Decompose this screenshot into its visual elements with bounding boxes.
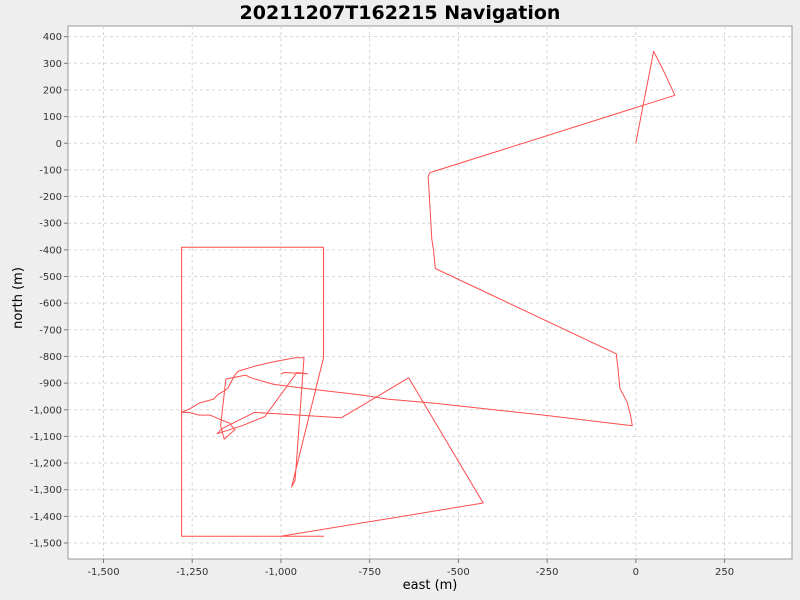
y-tick-label: 400	[43, 32, 62, 43]
x-axis-label: east (m)	[403, 578, 458, 593]
x-tick-label: -1,500	[87, 567, 119, 578]
x-tick-label: -750	[358, 567, 381, 578]
y-tick-label: 100	[43, 112, 62, 123]
plot-area	[67, 25, 793, 560]
y-tick-label: -800	[39, 352, 62, 363]
x-tick-label: -500	[447, 567, 470, 578]
x-tick-label: 0	[633, 567, 639, 578]
chart-title: 20211207T162215 Navigation	[240, 2, 561, 24]
y-tick-label: -1,300	[30, 485, 62, 496]
y-tick-label: -1,000	[30, 405, 62, 416]
y-tick-label: -700	[39, 325, 62, 336]
y-tick-label: 300	[43, 59, 62, 70]
grid-lines	[68, 26, 792, 559]
x-tick-label: 250	[715, 567, 734, 578]
y-tick-label: -600	[39, 299, 62, 310]
y-tick-label: -100	[39, 165, 62, 176]
y-tick-label: -300	[39, 219, 62, 230]
series-layer	[181, 50, 676, 537]
y-axis-label: north (m)	[11, 267, 26, 329]
y-tick-label: -1,400	[30, 512, 62, 523]
y-tick-label: 200	[43, 85, 62, 96]
y-tick-label: -500	[39, 272, 62, 283]
y-tick-label: -900	[39, 379, 62, 390]
y-tick-label: -1,500	[30, 539, 62, 550]
y-tick-label: -400	[39, 245, 62, 256]
x-tick-label: -250	[536, 567, 559, 578]
y-tick-label: -1,100	[30, 432, 62, 443]
y-tick-label: -200	[39, 192, 62, 203]
y-tick-label: 0	[56, 139, 62, 150]
navigation-track-line	[181, 50, 676, 537]
x-tick-label: -1,250	[176, 567, 208, 578]
tick-labels: -1,500 -1,250 -1,000 -750 -500 -250 0 250 400 300…	[30, 32, 734, 578]
y-tick-label: -1,200	[30, 459, 62, 470]
x-tick-label: -1,000	[265, 567, 297, 578]
